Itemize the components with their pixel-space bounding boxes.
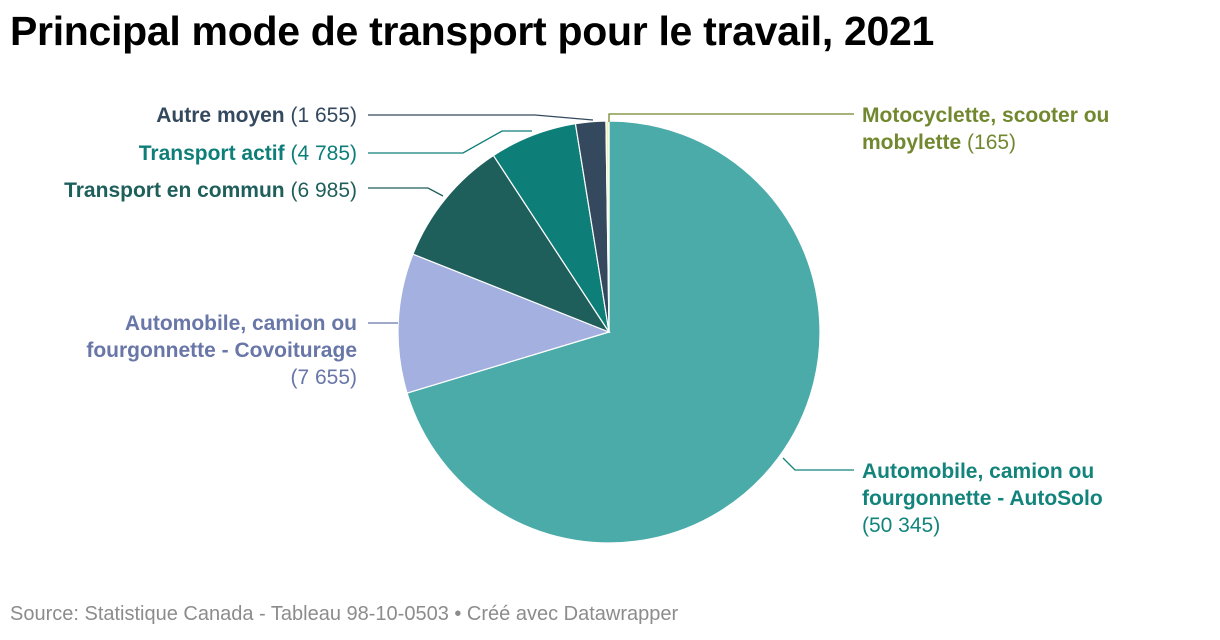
chart-title: Principal mode de transport pour le trav… [10, 8, 935, 54]
pie-labels: Automobile, camion ou fourgonnette - Auto… [64, 104, 1109, 537]
leader-line-motocyclette [608, 113, 854, 122]
slice-label-transport-actif: Transport actif (4 785) [139, 142, 357, 165]
leader-line-autre-moyen [368, 114, 594, 121]
leader-line-transport-actif [368, 130, 532, 154]
slice-label-motocyclette: Motocyclette, scooter ou mobylette (165) [862, 104, 1109, 154]
leader-line-autosolo [782, 457, 854, 471]
slice-label-covoiturage: Automobile, camion ou fourgonnette - Covo… [86, 312, 357, 389]
source-note: Source: Statistique Canada - Tableau 98-… [10, 603, 679, 625]
pie-slice-covoiturage [397, 253, 611, 394]
pie-chart: Automobile, camion ou fourgonnette - Auto… [64, 104, 1109, 544]
slice-label-autosolo: Automobile, camion ou fourgonnette - Auto… [862, 460, 1103, 537]
leader-line-transport-en-commun [368, 187, 444, 197]
pie-slice-transport-en-commun [412, 154, 611, 334]
pie-slices [397, 120, 821, 544]
pie-slice-autosolo [406, 120, 821, 544]
slice-label-transport-en-commun: Transport en commun (6 985) [64, 179, 357, 202]
slice-label-autre-moyen: Autre moyen (1 655) [156, 104, 357, 127]
